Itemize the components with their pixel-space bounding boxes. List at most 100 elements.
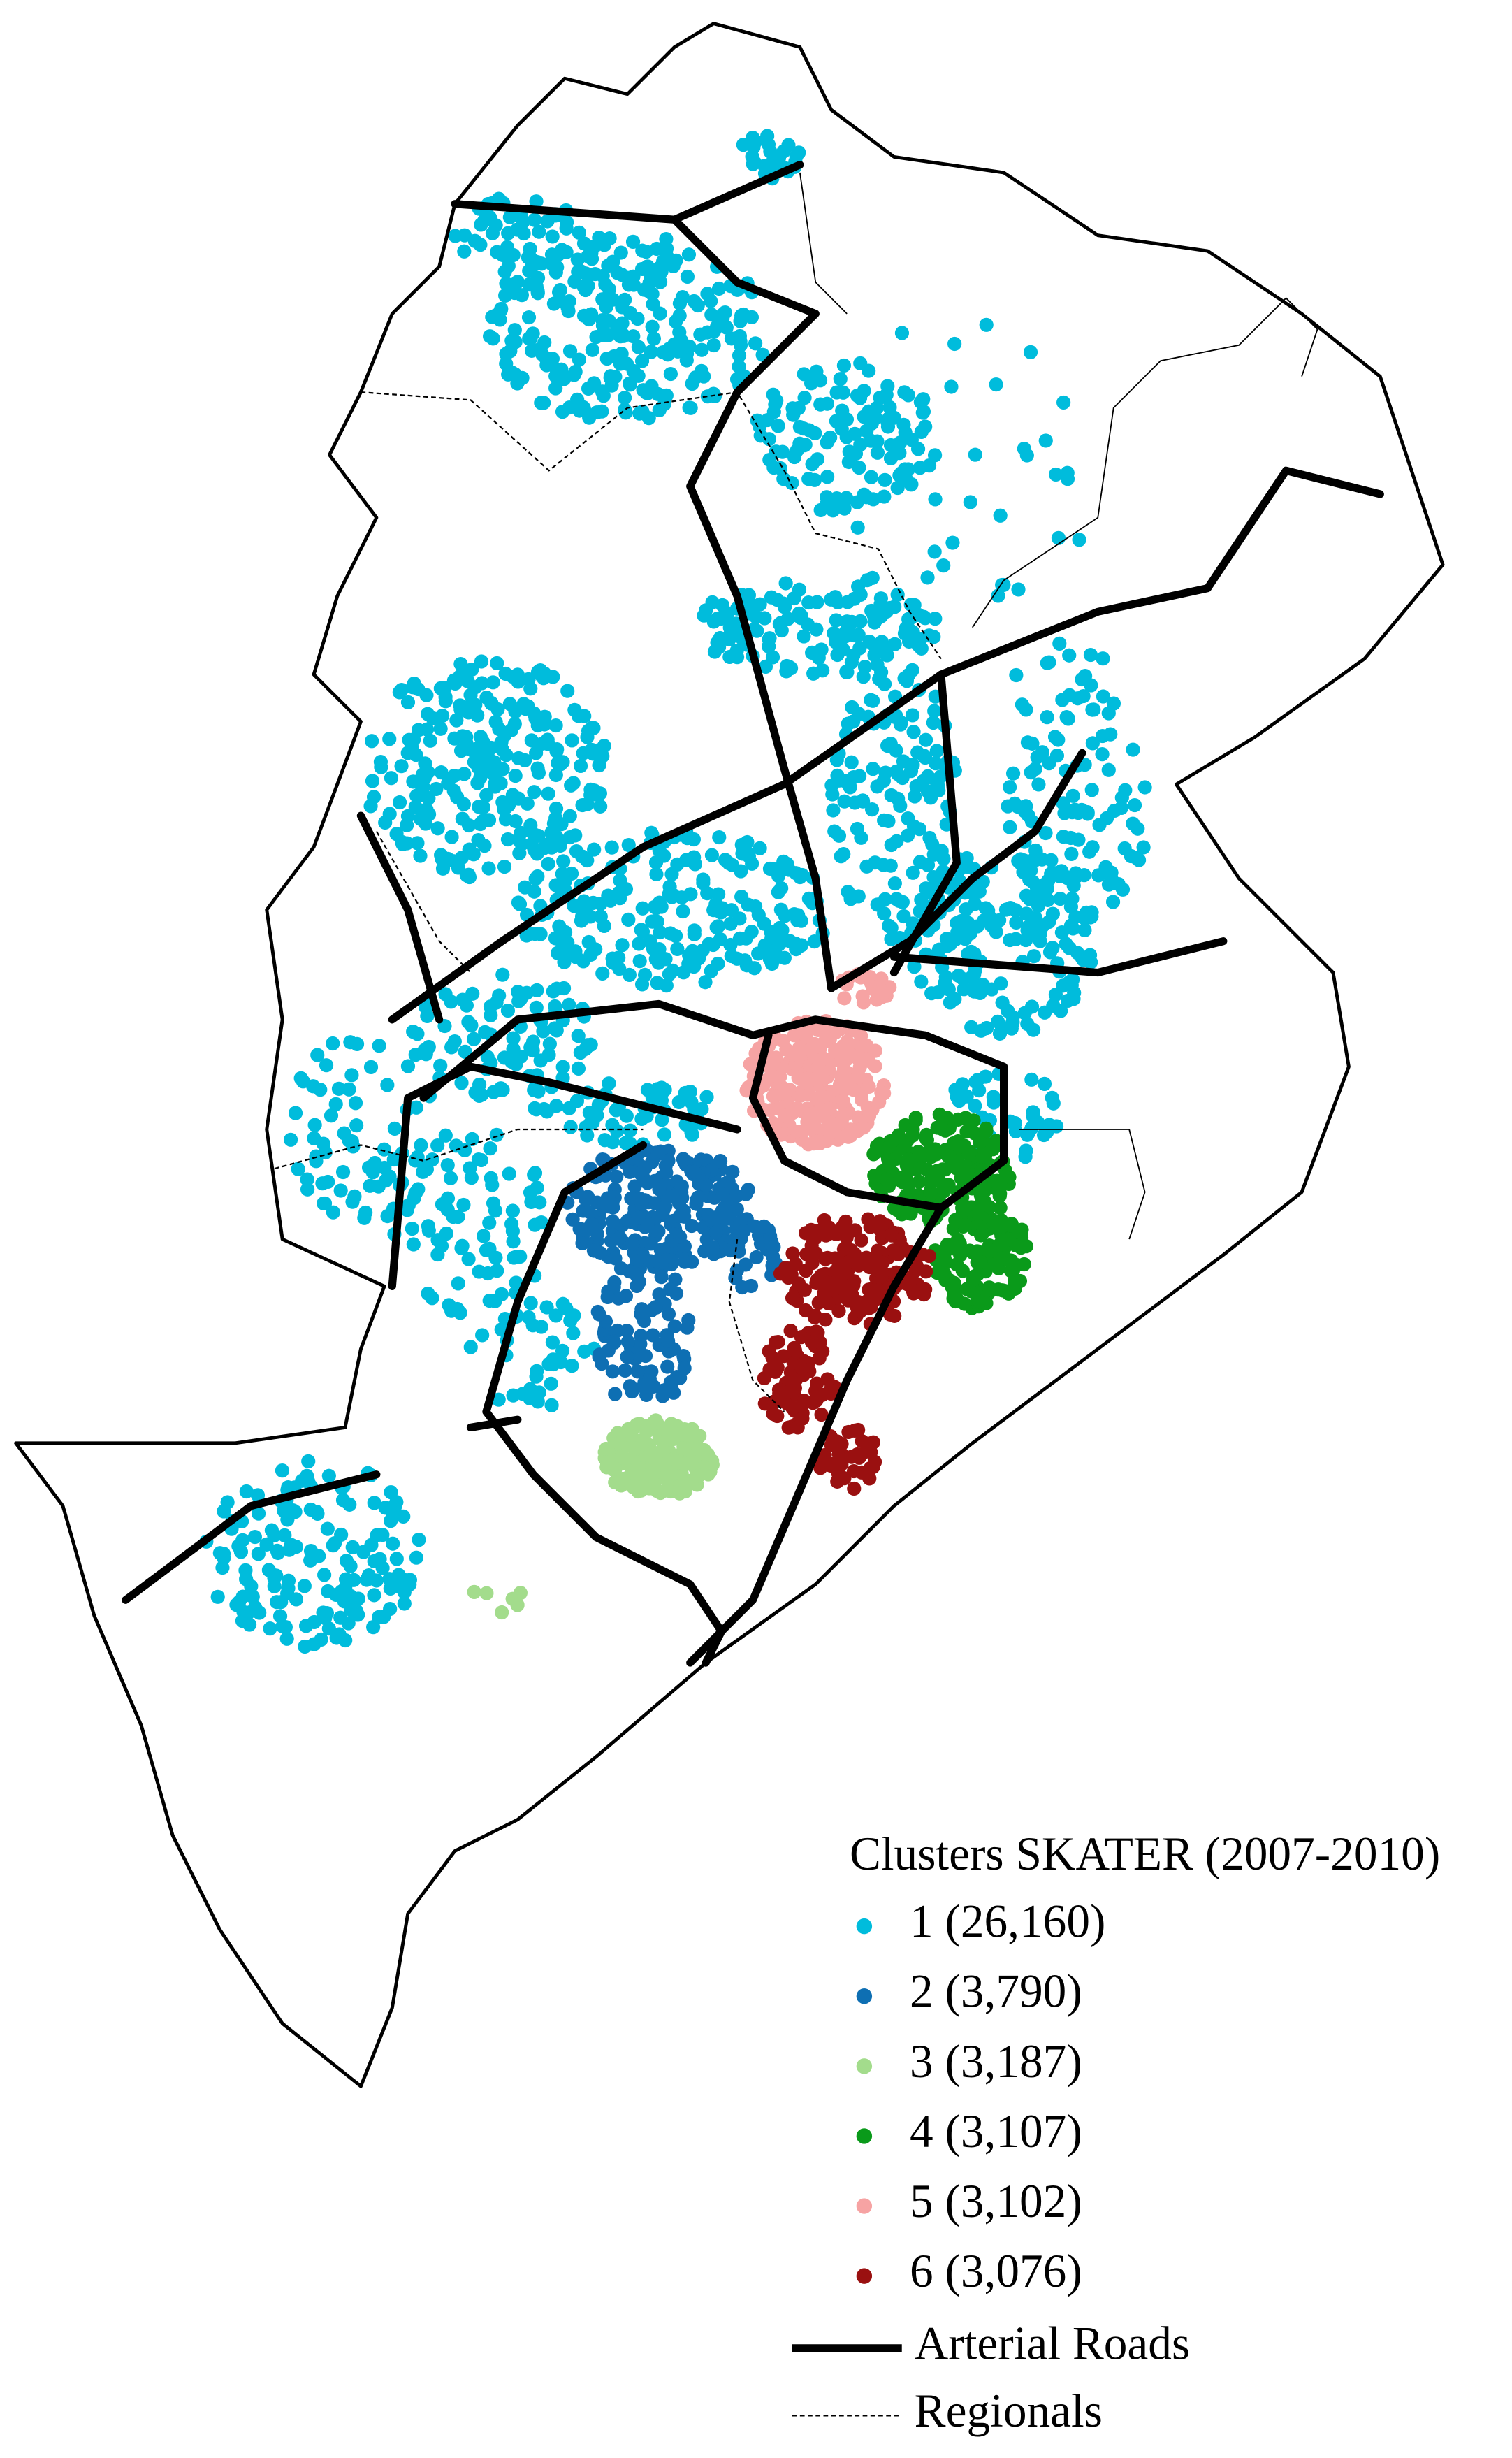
point — [874, 635, 889, 649]
point — [683, 400, 698, 415]
point — [1036, 1127, 1052, 1143]
point — [890, 587, 905, 602]
point — [620, 1334, 635, 1349]
point — [444, 830, 459, 844]
point — [593, 799, 608, 814]
point — [883, 858, 898, 873]
point — [868, 855, 882, 870]
point — [884, 788, 899, 803]
point — [920, 858, 936, 872]
point — [461, 818, 477, 833]
point — [430, 821, 445, 836]
point — [632, 937, 646, 951]
point — [878, 472, 892, 487]
point — [991, 588, 1005, 603]
point — [916, 774, 931, 788]
point — [307, 1118, 322, 1132]
point — [420, 707, 435, 721]
point — [525, 326, 540, 341]
point — [993, 508, 1008, 523]
point — [872, 1143, 887, 1158]
point — [797, 391, 812, 405]
point — [392, 685, 407, 700]
point — [1024, 765, 1038, 780]
point — [885, 1134, 899, 1150]
point — [553, 282, 567, 298]
point — [497, 1050, 512, 1065]
point — [451, 1276, 465, 1291]
point — [475, 1328, 490, 1343]
point — [887, 876, 902, 891]
point — [971, 1207, 986, 1222]
legend-marker — [856, 2268, 873, 2284]
point — [446, 673, 462, 688]
point — [674, 1179, 689, 1194]
point — [977, 1196, 991, 1210]
point — [829, 613, 843, 628]
regional-boundaries — [274, 391, 942, 1412]
point — [367, 1496, 381, 1510]
legend: Clusters SKATER (2007-2010) 1 (26,160) 2 … — [792, 1828, 1440, 2437]
point — [797, 367, 811, 382]
point — [620, 1350, 634, 1364]
point — [681, 1313, 696, 1328]
point — [715, 1187, 730, 1202]
point — [916, 404, 931, 419]
point — [814, 1407, 829, 1422]
point — [576, 400, 591, 415]
point — [309, 1149, 324, 1164]
point — [606, 1200, 620, 1215]
point — [462, 842, 477, 857]
point — [860, 1293, 875, 1308]
point — [1052, 636, 1067, 651]
point — [880, 379, 895, 393]
point — [823, 1383, 838, 1398]
point — [625, 234, 641, 249]
point — [229, 1598, 244, 1612]
point — [541, 1048, 556, 1062]
point — [565, 733, 579, 748]
point — [836, 642, 850, 657]
point — [704, 848, 720, 862]
point — [530, 869, 545, 884]
point — [397, 1596, 412, 1611]
point — [781, 138, 796, 152]
point — [479, 1586, 494, 1600]
point — [220, 1495, 235, 1510]
point — [928, 492, 943, 507]
point — [783, 1371, 799, 1386]
point — [1083, 647, 1098, 663]
road — [419, 999, 1008, 1212]
point — [1065, 891, 1080, 906]
point — [1064, 846, 1079, 861]
point — [433, 721, 448, 736]
point — [955, 1077, 970, 1092]
point — [864, 802, 880, 817]
point — [805, 457, 820, 472]
point — [947, 336, 962, 352]
point — [618, 292, 632, 308]
point — [672, 296, 688, 311]
point — [1066, 972, 1080, 987]
point — [821, 1296, 836, 1310]
point — [521, 310, 537, 325]
point — [482, 1215, 497, 1230]
point — [372, 1610, 386, 1624]
point — [834, 1226, 849, 1241]
point — [467, 1584, 481, 1599]
point — [1017, 1257, 1031, 1272]
point — [794, 1361, 809, 1375]
point — [536, 1024, 551, 1039]
point — [585, 342, 600, 357]
point — [344, 1068, 359, 1083]
point — [734, 837, 749, 852]
point — [372, 1552, 387, 1566]
point — [1020, 735, 1035, 750]
point — [874, 971, 889, 986]
point — [581, 723, 596, 738]
point — [725, 1164, 740, 1179]
point — [521, 1310, 536, 1324]
point — [897, 385, 912, 400]
point — [562, 1101, 576, 1115]
point — [505, 366, 520, 380]
